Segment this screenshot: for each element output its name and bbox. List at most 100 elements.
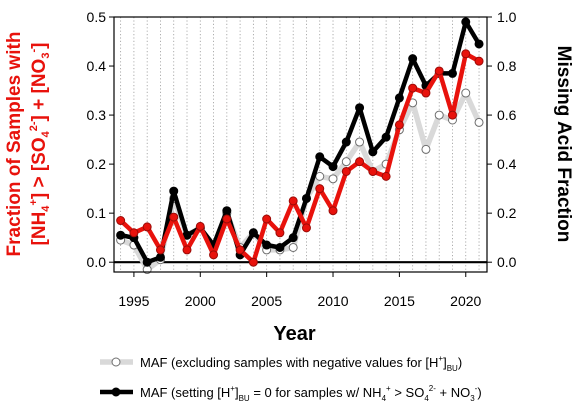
series-2-point-2015	[394, 93, 404, 103]
series-3-point-2010	[328, 206, 338, 216]
plot-frame	[113, 16, 488, 273]
series-1-point-2009	[315, 171, 325, 181]
legend-2-sup: -	[475, 384, 478, 393]
series-2-point-2004	[248, 228, 258, 238]
y-left-tick-label-0.5: 0.5	[87, 9, 107, 25]
legend-2-label: MAF (setting [H+]BU = 0 for samples w/ N…	[140, 384, 482, 403]
ylabel-sup: -	[28, 49, 40, 53]
series-2-point-2006	[275, 242, 285, 252]
series-3-point-2020	[461, 49, 471, 59]
series-2-point-2009	[315, 152, 325, 162]
legend-2-sup: 2-	[429, 384, 436, 393]
legend-1-sup: +	[438, 354, 443, 363]
series-3-point-2000	[195, 221, 205, 231]
y-right-tick-label-0.8: 0.8	[497, 58, 517, 74]
series-1-point-2018	[434, 110, 444, 120]
y-left-tick-label-0.4: 0.4	[87, 58, 107, 74]
legend-1-part: MAF (excluding samples with negative val…	[140, 355, 438, 370]
series-3-point-2016	[408, 83, 418, 93]
series-2-point-2008	[301, 193, 311, 203]
series-2-point-2007	[288, 233, 298, 243]
legend-2-part: ]	[235, 385, 239, 400]
series-2-point-1998	[169, 186, 179, 196]
x-tick-label-1995: 1995	[118, 293, 149, 309]
series-2-point-2002	[222, 206, 232, 216]
series-2-point-2014	[381, 132, 391, 142]
series-3-point-2006	[275, 228, 285, 238]
legend-layer: MAF (excluding samples with negative val…	[100, 354, 482, 403]
series-3-point-1995	[129, 228, 139, 238]
x-tick-label-2015: 2015	[384, 293, 415, 309]
series-3-point-2001	[209, 250, 219, 260]
ylabel-part: ] + [NO	[29, 59, 50, 122]
legend-1-part: )	[458, 355, 462, 370]
series-2-point-2020	[461, 17, 471, 27]
y-axis-label-left-line-2: [NH4+] > [SO42-] + [NO3-]	[28, 43, 52, 246]
series-2-point-1994	[116, 230, 126, 240]
series-3-point-1994	[116, 216, 126, 226]
series-2-point-2011	[341, 137, 351, 147]
series-3-point-2007	[288, 196, 298, 206]
series-3-point-2005	[262, 214, 272, 224]
legend-2-part: + NO	[436, 385, 470, 400]
series-3-point-2017	[421, 88, 431, 98]
label-layer: Year Missing Acid Fraction Fraction of Sam…	[4, 32, 574, 345]
legend-2-part: > SO	[391, 385, 425, 400]
series-2-point-2021	[474, 39, 484, 49]
ylabel-part: ] > [SO	[29, 137, 50, 199]
series-3-point-1996	[142, 222, 152, 232]
series-3-point-2014	[381, 171, 391, 181]
series-3-point-1999	[182, 245, 192, 255]
series-3-point-2008	[301, 223, 311, 233]
series-3-point-2021	[474, 56, 484, 66]
series-1-point-2012	[355, 137, 365, 147]
ylabel-sup: +	[28, 199, 40, 205]
legend-2-sup: +	[386, 384, 391, 393]
x-tick-label-2010: 2010	[317, 293, 348, 309]
y-right-tick-label-0.4: 0.4	[497, 156, 517, 172]
axis-layer: 1995 2000 2005 2010 2015 2020 0.0 0.1 0.2 0.3 0.4 0…	[87, 9, 517, 309]
series-1-point-2021	[474, 117, 484, 127]
series-2-point-1997	[155, 252, 165, 262]
series-1-line	[117, 90, 482, 273]
y-right-tick-label-1.0: 1.0	[497, 9, 517, 25]
series-1-point-2010	[328, 174, 338, 184]
series-3-point-2019	[447, 110, 457, 120]
legend-2-sub: BU	[239, 394, 250, 403]
ylabel-part: [NH	[29, 212, 50, 246]
series-2-point-2019	[447, 68, 457, 78]
series-3-point-2018	[434, 66, 444, 76]
y-left-tick-label-0.2: 0.2	[87, 156, 107, 172]
series-2-point-1996	[142, 257, 152, 267]
series-1-point-2011	[341, 157, 351, 167]
ylabel-sub: 3	[40, 53, 52, 59]
legend-1-marker	[111, 357, 121, 367]
x-tick-label-2000: 2000	[185, 293, 216, 309]
x-tick-label-2005: 2005	[251, 293, 282, 309]
legend-2-sub: 4	[424, 394, 429, 403]
series-3-point-2012	[355, 157, 365, 167]
legend-2-part: MAF (setting [H	[140, 385, 230, 400]
series-2-point-2013	[368, 147, 378, 157]
legend-2-sub: 4	[382, 394, 387, 403]
series-1-point-2007	[288, 242, 298, 252]
ylabel-sub: 4	[40, 205, 52, 212]
series-3-point-1997	[155, 245, 165, 255]
legend-2-part: )	[477, 385, 481, 400]
x-axis-label: Year	[273, 323, 315, 345]
series-1-point-2017	[421, 144, 431, 154]
legend-2-sub: 3	[470, 394, 475, 403]
series-3-point-2013	[368, 166, 378, 176]
y-axis-label-left-line-1: Fraction of Samples with	[4, 32, 25, 257]
y-right-tick-label-0.2: 0.2	[497, 205, 517, 221]
series-2-point-2010	[328, 162, 338, 172]
legend-1-part: ]	[443, 355, 447, 370]
legend-1-sub: BU	[447, 364, 458, 373]
legend-2-marker	[111, 387, 121, 397]
series-2-point-2012	[355, 103, 365, 113]
series-3-point-1998	[169, 212, 179, 222]
series-layer	[116, 17, 484, 275]
y-left-tick-label-0.3: 0.3	[87, 107, 107, 123]
ylabel-sup: 2-	[28, 121, 40, 131]
